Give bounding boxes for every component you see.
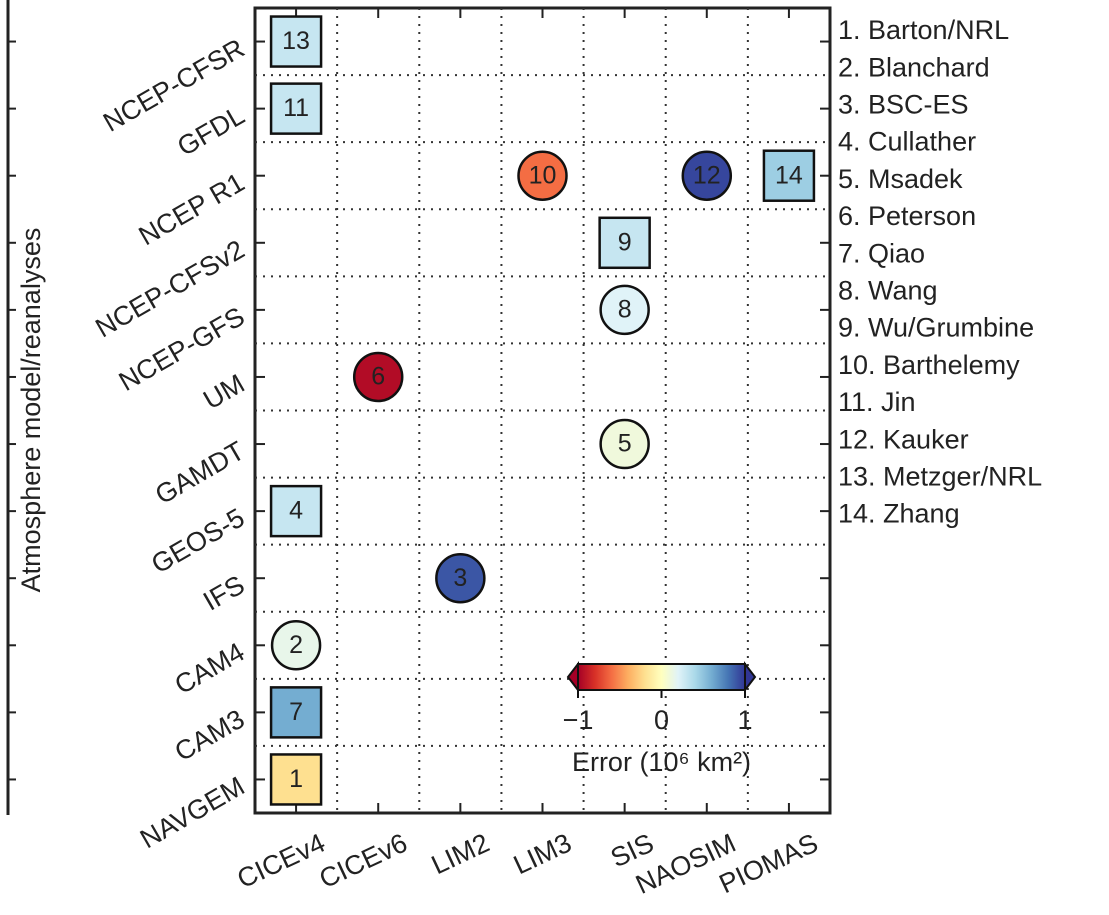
legend-entry: 4. Cullather bbox=[838, 127, 976, 157]
marker-square bbox=[598, 216, 651, 270]
colorbar-extend bbox=[744, 661, 757, 693]
point-label: 5 bbox=[618, 430, 632, 458]
marker-circle bbox=[681, 150, 733, 201]
marker-square bbox=[269, 753, 323, 806]
legend-entry: 11. Jin bbox=[838, 387, 916, 417]
colorbar-tick-label: 0 bbox=[654, 705, 669, 735]
legend-entry: 3. BSC-ES bbox=[838, 90, 969, 120]
x-tick-label: CICEv4 bbox=[233, 828, 330, 895]
marker-circle bbox=[352, 351, 404, 403]
marker-square bbox=[269, 686, 323, 739]
marker-circle bbox=[435, 552, 486, 604]
y-tick-label: GFDL bbox=[172, 100, 249, 162]
y-tick-label: GEOS-5 bbox=[146, 503, 249, 580]
point-label: 12 bbox=[693, 161, 721, 189]
legend-entry: 1. Barton/NRL bbox=[838, 15, 1009, 45]
point-label: 6 bbox=[371, 363, 385, 391]
legend-entry: 14. Zhang bbox=[838, 499, 960, 529]
legend-entry: 2. Blanchard bbox=[838, 52, 990, 82]
point-label: 2 bbox=[289, 631, 303, 659]
point-label: 1 bbox=[289, 765, 303, 793]
point-label: 10 bbox=[529, 161, 557, 189]
legend-entry: 5. Msadek bbox=[838, 164, 963, 194]
point-label: 3 bbox=[453, 564, 467, 592]
y-tick-label: CAM4 bbox=[170, 637, 250, 700]
legend-entry: 12. Kauker bbox=[838, 424, 969, 454]
marker-circle bbox=[599, 418, 650, 470]
legend-entry: 8. Wang bbox=[838, 276, 938, 306]
marker-square bbox=[269, 15, 323, 68]
y-tick-label: GAMDT bbox=[150, 435, 249, 510]
colorbar-extend bbox=[566, 661, 579, 693]
legend-entry: 6. Peterson bbox=[838, 201, 976, 231]
point-label: 7 bbox=[289, 698, 303, 726]
marker-circle bbox=[270, 620, 322, 671]
point-label: 4 bbox=[289, 497, 303, 525]
point-label: 9 bbox=[618, 228, 632, 256]
legend-entry: 7. Qiao bbox=[838, 238, 925, 268]
marker-circle bbox=[599, 284, 650, 336]
point-label: 13 bbox=[282, 27, 310, 55]
point-label: 8 bbox=[618, 295, 632, 323]
marker-square bbox=[269, 82, 323, 135]
colorbar bbox=[577, 663, 746, 691]
marker-circle bbox=[517, 150, 568, 201]
point-label: 14 bbox=[775, 161, 803, 189]
legend-entry: 9. Wu/Grumbine bbox=[838, 313, 1034, 343]
x-tick-label: LIM2 bbox=[427, 828, 494, 881]
y-tick-label: NAVGEM bbox=[135, 771, 250, 854]
point-label: 11 bbox=[283, 94, 309, 122]
colorbar-tick-label: 1 bbox=[737, 705, 752, 735]
y-tick-label: CAM3 bbox=[170, 704, 250, 767]
legend-entry: 10. Barthelemy bbox=[838, 350, 1020, 380]
y-tick-label: IFS bbox=[198, 570, 249, 617]
marker-square bbox=[762, 149, 816, 202]
y-axis-label: Atmosphere model/reanalyses bbox=[16, 228, 46, 593]
marker-square bbox=[269, 484, 323, 538]
x-tick-label: LIM3 bbox=[509, 828, 576, 881]
colorbar-tick-label: −1 bbox=[563, 705, 594, 735]
legend-entry: 13. Metzger/NRL bbox=[838, 462, 1042, 492]
y-tick-label: UM bbox=[198, 368, 249, 415]
colorbar-label: Error (10⁶ km²) bbox=[572, 747, 751, 777]
x-tick-label: CICEv6 bbox=[315, 828, 412, 895]
